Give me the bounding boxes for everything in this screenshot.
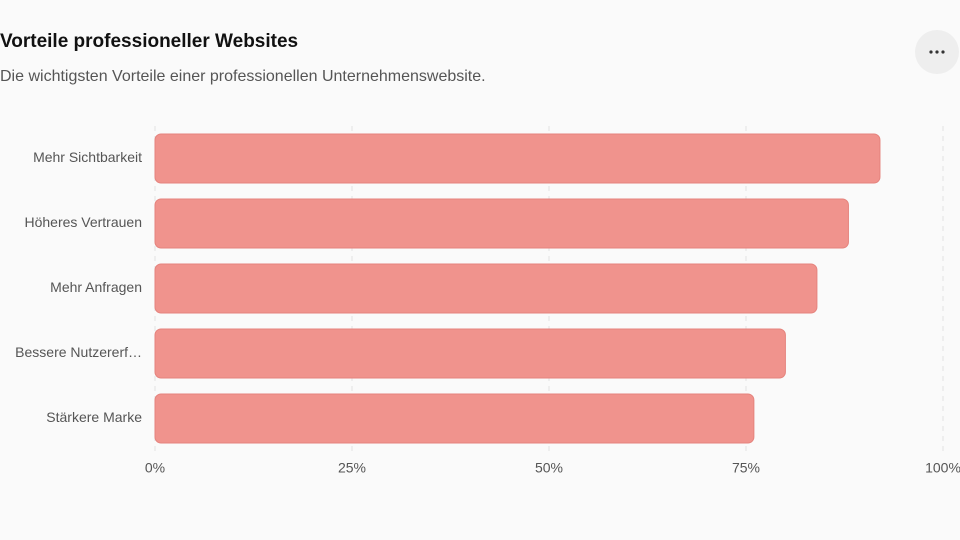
bar [154, 393, 755, 444]
bar [154, 263, 818, 314]
bar [154, 328, 786, 379]
y-tick-label: Höheres Vertrauen [24, 214, 142, 230]
chart-subtitle: Die wichtigsten Vorteile einer professio… [0, 68, 486, 85]
menu-dot [941, 50, 945, 54]
x-tick-label: 25% [338, 460, 366, 476]
y-tick-label: Mehr Anfragen [50, 279, 142, 295]
y-tick-label: Mehr Sichtbarkeit [33, 149, 142, 165]
x-tick-label: 50% [535, 460, 563, 476]
menu-dot [929, 50, 933, 54]
x-tick-label: 75% [732, 460, 760, 476]
chart-title: Vorteile professioneller Websites [0, 31, 298, 52]
bar [154, 198, 849, 249]
x-tick-label: 100% [925, 460, 960, 476]
bar [154, 133, 881, 184]
x-tick-label: 0% [145, 460, 165, 476]
y-tick-label: Bessere Nutzererf… [15, 344, 142, 360]
menu-button[interactable] [915, 30, 959, 74]
menu-dot [935, 50, 939, 54]
y-tick-label: Stärkere Marke [46, 409, 142, 425]
